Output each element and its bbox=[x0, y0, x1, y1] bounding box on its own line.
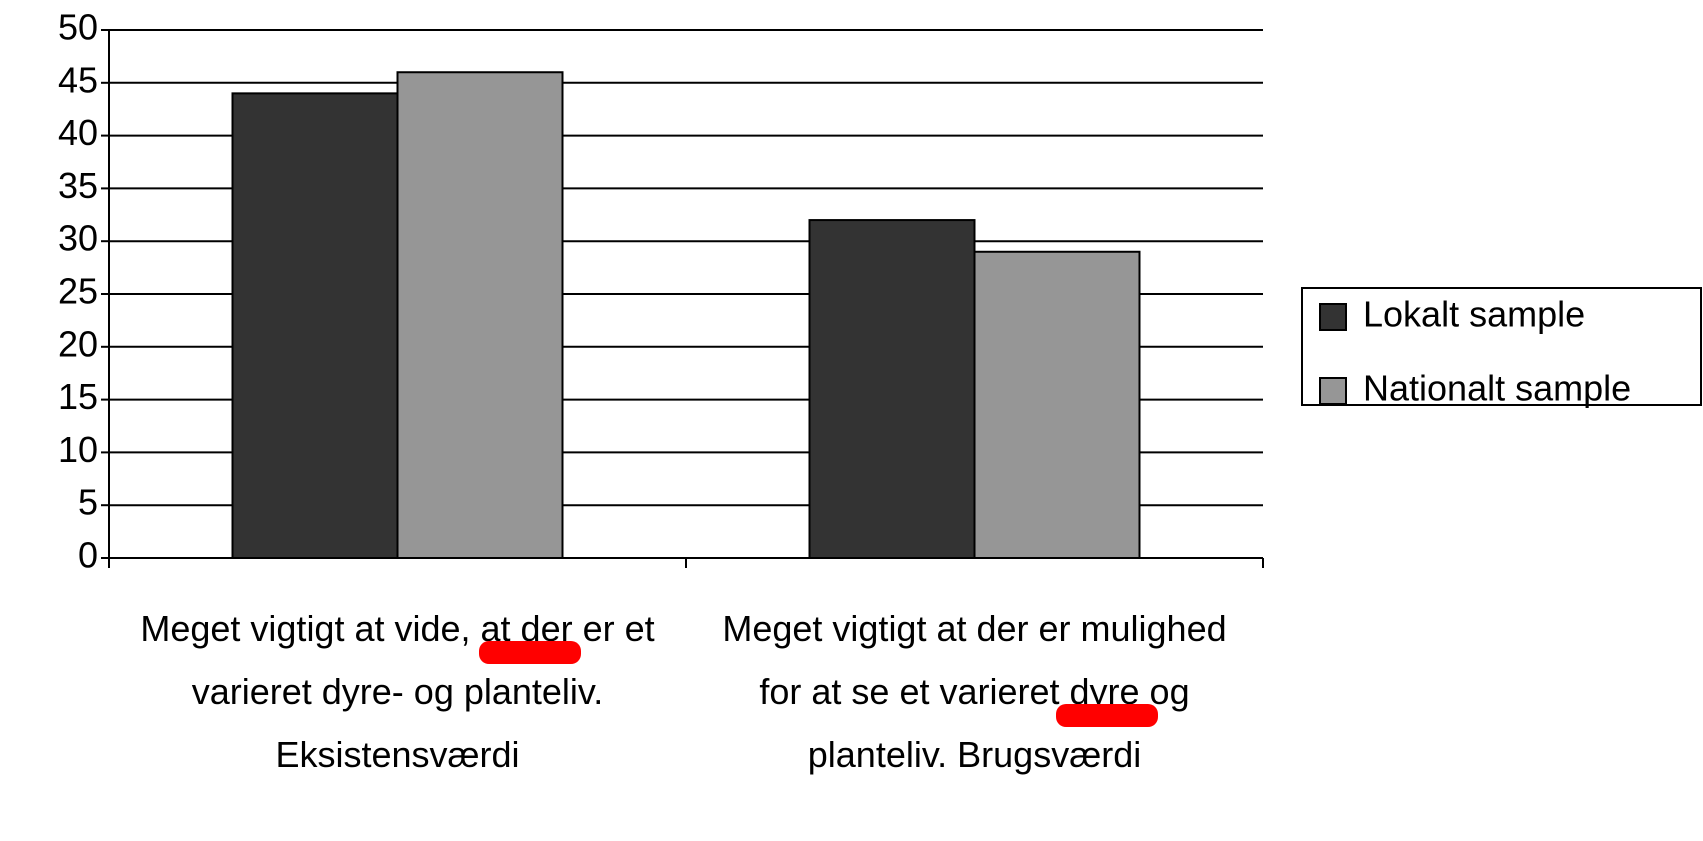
bar bbox=[973, 250, 1141, 559]
y-tick-label: 50 bbox=[58, 7, 98, 48]
legend-box bbox=[1301, 287, 1702, 406]
legend-label: Nationalt sample bbox=[1363, 368, 1631, 409]
bar bbox=[396, 71, 564, 560]
y-tick-label: 30 bbox=[58, 218, 98, 259]
y-tick-label: 40 bbox=[58, 112, 98, 153]
bar bbox=[808, 219, 976, 560]
legend-swatch bbox=[1319, 377, 1347, 405]
y-tick-label: 0 bbox=[78, 535, 98, 576]
y-tick-label: 25 bbox=[58, 271, 98, 312]
y-tick-label: 10 bbox=[58, 429, 98, 470]
y-tick-label: 35 bbox=[58, 165, 98, 206]
legend-swatch bbox=[1319, 303, 1347, 331]
x-tick-label: Meget vigtigt at vide, at der er et vari… bbox=[140, 608, 655, 775]
y-tick-label: 15 bbox=[58, 376, 98, 417]
x-tick-label: Meget vigtigt at der er mulighed for at … bbox=[722, 608, 1227, 775]
legend-label: Lokalt sample bbox=[1363, 294, 1585, 335]
y-tick-label: 45 bbox=[58, 59, 98, 100]
bar bbox=[231, 92, 399, 560]
y-tick-label: 5 bbox=[78, 482, 98, 523]
y-tick-label: 20 bbox=[58, 323, 98, 364]
